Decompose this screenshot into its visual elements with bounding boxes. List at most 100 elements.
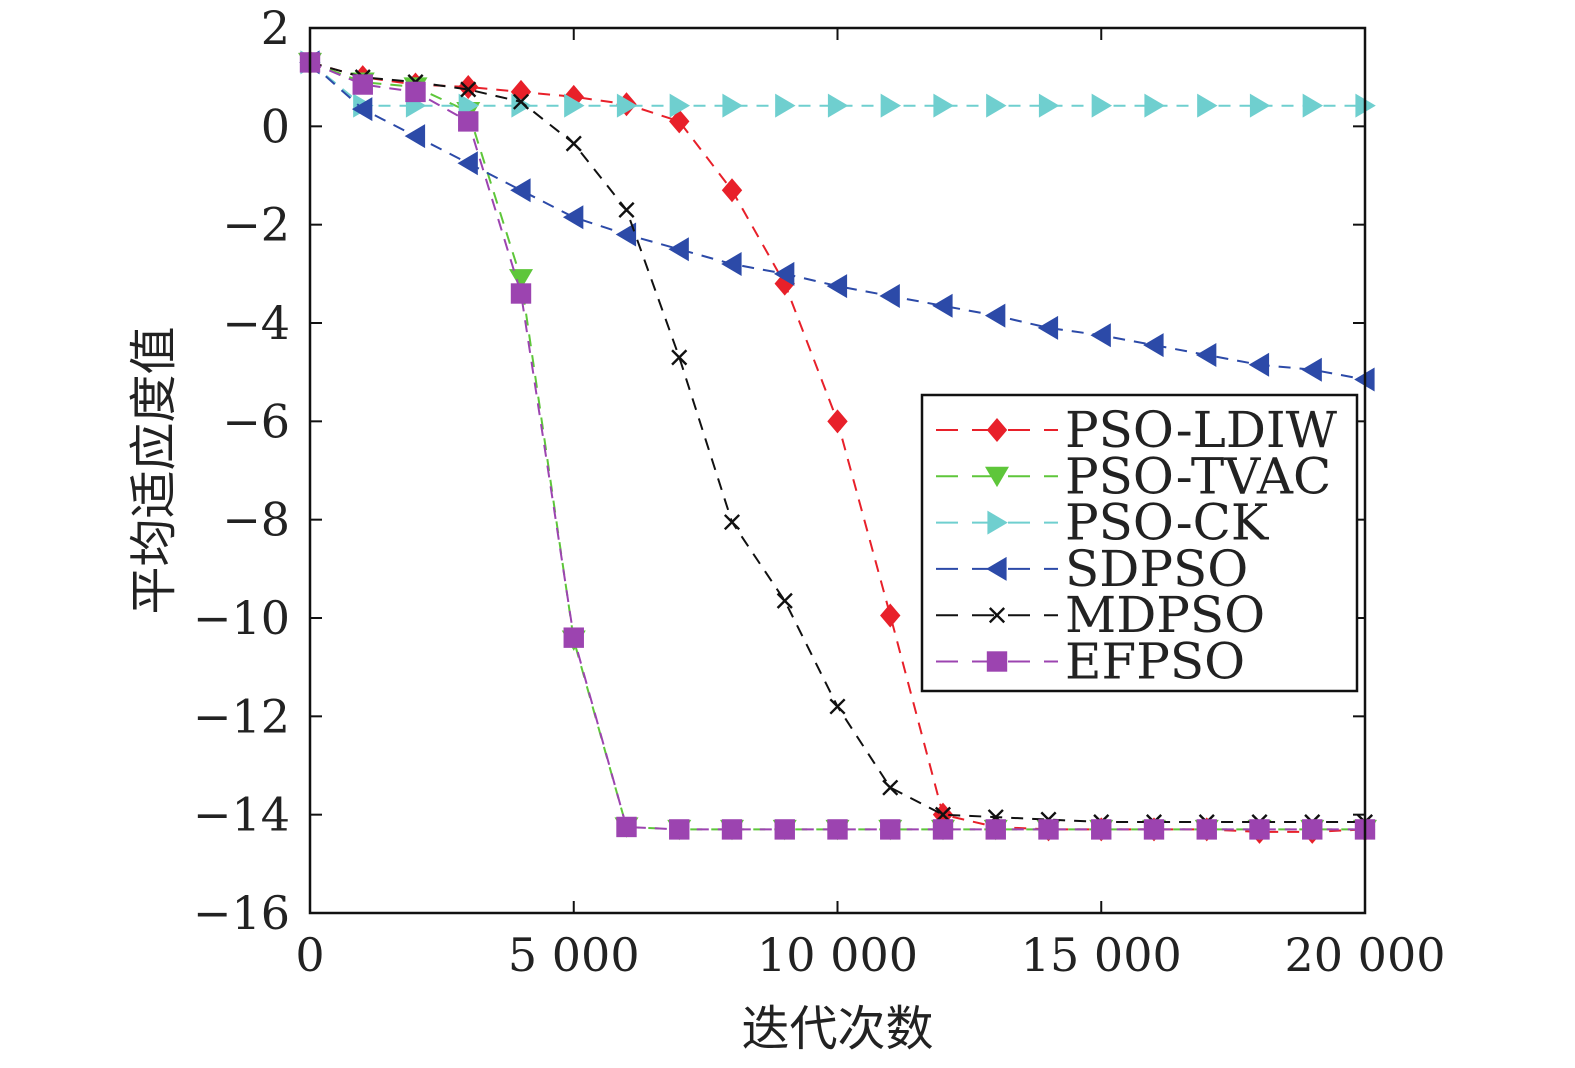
legend-marker — [986, 651, 1008, 672]
data-point — [457, 151, 478, 176]
data-point — [773, 261, 795, 286]
data-point — [827, 409, 848, 434]
legend-label: PSO-LDIW — [1065, 401, 1338, 459]
legend-label: PSO-CK — [1065, 494, 1270, 552]
data-point — [985, 819, 1006, 840]
data-point — [1038, 93, 1060, 118]
legend-marker — [987, 510, 1008, 535]
y-tick-label: 2 — [261, 1, 290, 55]
series-line — [309, 61, 1365, 107]
series-layer — [298, 50, 1377, 844]
data-point — [880, 603, 901, 628]
data-point — [404, 124, 426, 149]
data-point — [1195, 342, 1217, 367]
data-point — [1248, 352, 1270, 377]
y-tick-label: −14 — [193, 788, 290, 842]
data-point — [671, 349, 688, 366]
x-axis-title: 迭代次数 — [741, 1001, 933, 1057]
data-point — [460, 81, 477, 98]
legend-label: SDPSO — [1065, 540, 1248, 598]
data-point — [829, 698, 846, 715]
x-tick-label: 5 000 — [508, 928, 640, 982]
data-point — [774, 819, 795, 840]
data-point — [352, 74, 373, 95]
data-point — [1144, 93, 1165, 118]
data-point — [405, 81, 426, 103]
data-point — [510, 178, 531, 203]
data-point — [1091, 819, 1112, 840]
axis-ticks: 0 5 000 10 000 15 000 20 000 2 0 −2 −4 −6 −8 −10 −12… — [193, 1, 1446, 982]
data-point — [1302, 819, 1323, 840]
data-point — [722, 93, 743, 118]
data-point — [351, 97, 373, 122]
series-sdpso — [299, 50, 1375, 392]
data-point — [562, 205, 584, 230]
data-point — [879, 283, 900, 308]
series-efpso — [299, 52, 1376, 840]
data-point — [616, 93, 638, 118]
legend-label: EFPSO — [1065, 633, 1245, 691]
data-point — [880, 819, 901, 840]
data-point — [1302, 93, 1324, 118]
data-point — [1091, 93, 1113, 118]
data-point — [932, 819, 954, 840]
data-point — [1197, 93, 1218, 118]
legend-marker — [988, 607, 1006, 624]
data-point — [721, 819, 743, 840]
data-point — [669, 93, 691, 118]
legend-marker — [986, 418, 1008, 442]
data-point — [564, 93, 585, 118]
data-point — [986, 93, 1007, 118]
data-point — [510, 283, 532, 304]
data-point — [932, 293, 953, 318]
data-point — [1249, 819, 1270, 840]
y-tick-label: −16 — [193, 886, 290, 940]
data-point — [882, 779, 899, 796]
x-tick-label: 15 000 — [1021, 928, 1182, 982]
legend-entry: SDPSO — [936, 540, 1248, 598]
data-point — [721, 252, 742, 276]
data-point — [616, 816, 637, 838]
data-point — [826, 274, 848, 299]
data-point — [1037, 315, 1059, 340]
y-tick-label: −6 — [222, 394, 290, 448]
data-point — [563, 627, 584, 648]
data-point — [1143, 333, 1164, 358]
data-point — [1038, 819, 1059, 840]
data-point — [984, 303, 1006, 328]
data-point — [776, 592, 793, 609]
data-point — [565, 135, 582, 152]
y-tick-label: −4 — [222, 296, 290, 350]
y-tick-label: −2 — [222, 198, 290, 252]
data-point — [1301, 357, 1322, 382]
legend-entry: EFPSO — [936, 633, 1245, 691]
legend-label: MDPSO — [1065, 586, 1265, 644]
data-point — [669, 819, 690, 840]
legend-entry: PSO-TVAC — [936, 447, 1331, 505]
data-point — [512, 93, 530, 110]
x-tick-label: 10 000 — [757, 928, 918, 982]
y-tick-label: −12 — [193, 689, 290, 743]
legend-entry: PSO-CK — [936, 494, 1270, 552]
y-axis-title: 平均适应度值 — [126, 326, 182, 614]
data-point — [1143, 819, 1165, 840]
data-point — [669, 109, 690, 134]
data-point — [880, 93, 902, 118]
data-point — [618, 201, 635, 218]
data-point — [1196, 819, 1217, 840]
y-tick-label: −8 — [222, 493, 290, 547]
data-point — [827, 819, 848, 840]
x-tick-label: 0 — [295, 928, 324, 982]
legend-entry: PSO-LDIW — [936, 401, 1338, 459]
data-point — [775, 93, 796, 118]
x-tick-label: 20 000 — [1285, 928, 1446, 982]
data-point — [721, 178, 743, 203]
data-point — [723, 514, 741, 531]
y-tick-label: 0 — [261, 99, 290, 153]
legend-entry: MDPSO — [936, 586, 1265, 644]
legend-marker — [986, 556, 1007, 581]
data-point — [933, 93, 954, 118]
y-tick-label: −10 — [193, 591, 290, 645]
